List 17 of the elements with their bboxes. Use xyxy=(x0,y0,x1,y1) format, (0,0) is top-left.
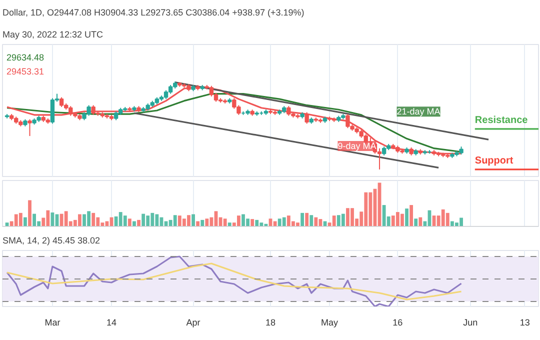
series-label: 21-day MA xyxy=(396,106,440,117)
x-tick-label: 16 xyxy=(392,318,403,328)
series-label: 9-day MA xyxy=(338,141,376,152)
text: 29453.31 xyxy=(6,66,44,76)
ref-line-label: Resistance xyxy=(474,114,528,126)
chart-title: SMA, 14, 2) 45.45 38.02 xyxy=(2,236,100,246)
x-tick-label: 13 xyxy=(520,318,530,328)
x-tick-label: 18 xyxy=(265,318,276,328)
x-tick-label: Jun xyxy=(463,318,478,328)
x-tick-label: Mar xyxy=(44,318,60,328)
chart-title: Dollar, 1D, O29447.08 H30904.33 L29273.65 C30386.04 +938.97 (+3.19%) xyxy=(2,8,304,18)
x-tick-label: 14 xyxy=(106,318,117,328)
text: 29634.48 xyxy=(6,52,44,62)
chart-subtitle: May 30, 2022 12:32 UTC xyxy=(2,30,104,40)
x-tick-label: Apr xyxy=(186,318,200,328)
ref-line-label: Support xyxy=(474,155,514,166)
x-tick-label: May xyxy=(321,318,339,328)
